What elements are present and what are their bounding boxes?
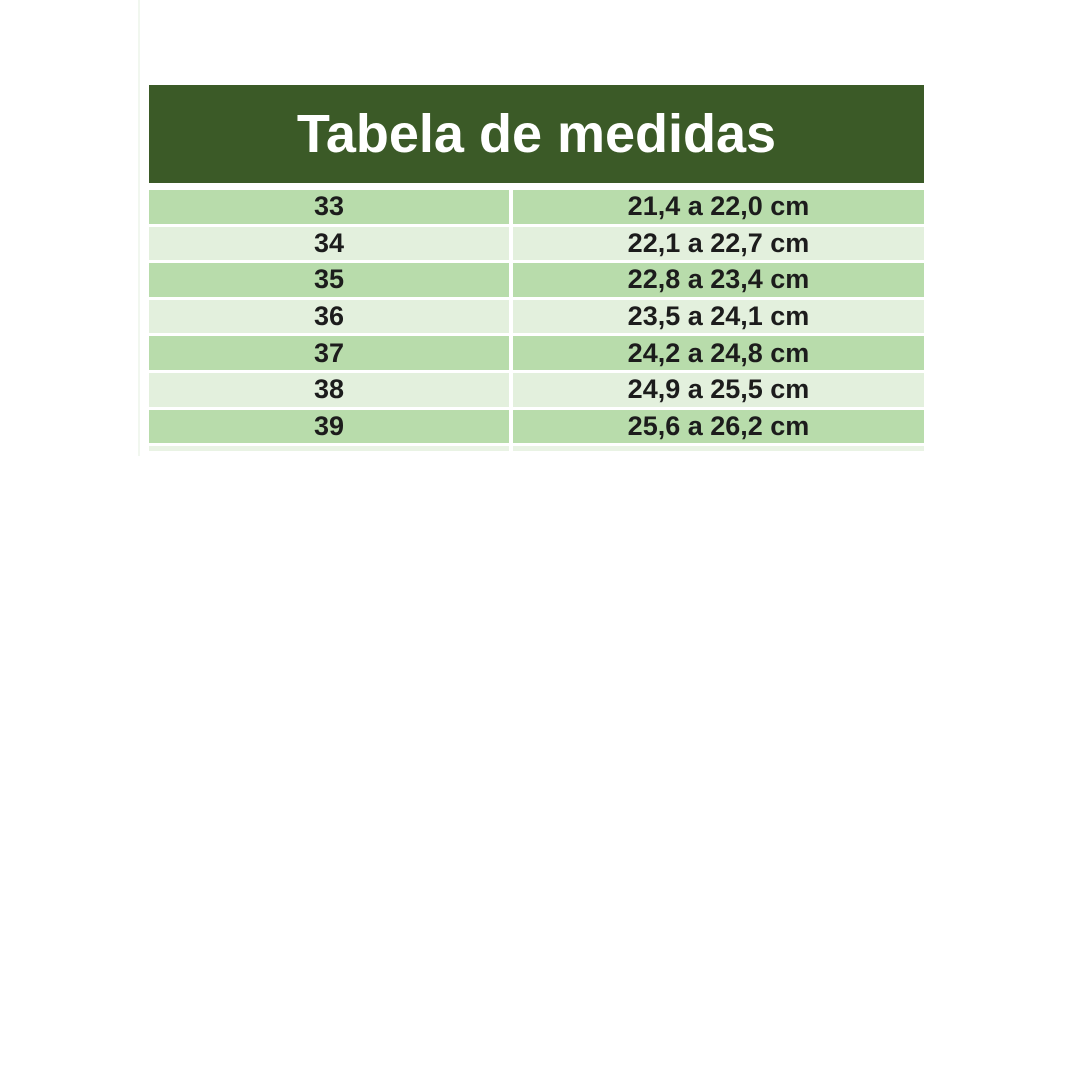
size-chart-table: Tabela de medidas 33 21,4 a 22,0 cm 34 22,1… (149, 85, 924, 452)
measurement-cell: 21,4 a 22,0 cm (513, 190, 924, 224)
table-row: 35 22,8 a 23,4 cm (149, 263, 924, 297)
measurement-cell: 25,6 a 26,2 cm (513, 409, 924, 444)
image-edge-artifact (138, 0, 140, 456)
size-cell: 35 (149, 263, 509, 297)
measurement-cell: 23,5 a 24,1 cm (513, 299, 924, 334)
table-body: 33 21,4 a 22,0 cm 34 22,1 a 22,7 cm 35 22,8 a… (149, 190, 924, 452)
table-row: 37 24,2 a 24,8 cm (149, 336, 924, 370)
measurement-cell: 24,2 a 24,8 cm (513, 336, 924, 370)
size-cell (149, 446, 509, 452)
table-row: 36 23,5 a 24,1 cm (149, 299, 924, 334)
table-row: 38 24,9 a 25,5 cm (149, 372, 924, 407)
size-cell: 39 (149, 409, 509, 444)
table-row: 33 21,4 a 22,0 cm (149, 190, 924, 224)
measurement-cell: 22,8 a 23,4 cm (513, 263, 924, 297)
measurement-cell: 24,9 a 25,5 cm (513, 372, 924, 407)
measurement-cell (513, 446, 924, 452)
size-cell: 33 (149, 190, 509, 224)
table-row: 34 22,1 a 22,7 cm (149, 226, 924, 261)
partial-row-artifact (149, 446, 924, 452)
table-title-header: Tabela de medidas (149, 85, 924, 183)
table-title: Tabela de medidas (296, 104, 777, 164)
size-cell: 37 (149, 336, 509, 370)
size-cell: 36 (149, 299, 509, 334)
table-row: 39 25,6 a 26,2 cm (149, 409, 924, 444)
size-cell: 38 (149, 372, 509, 407)
size-cell: 34 (149, 226, 509, 261)
measurement-cell: 22,1 a 22,7 cm (513, 226, 924, 261)
